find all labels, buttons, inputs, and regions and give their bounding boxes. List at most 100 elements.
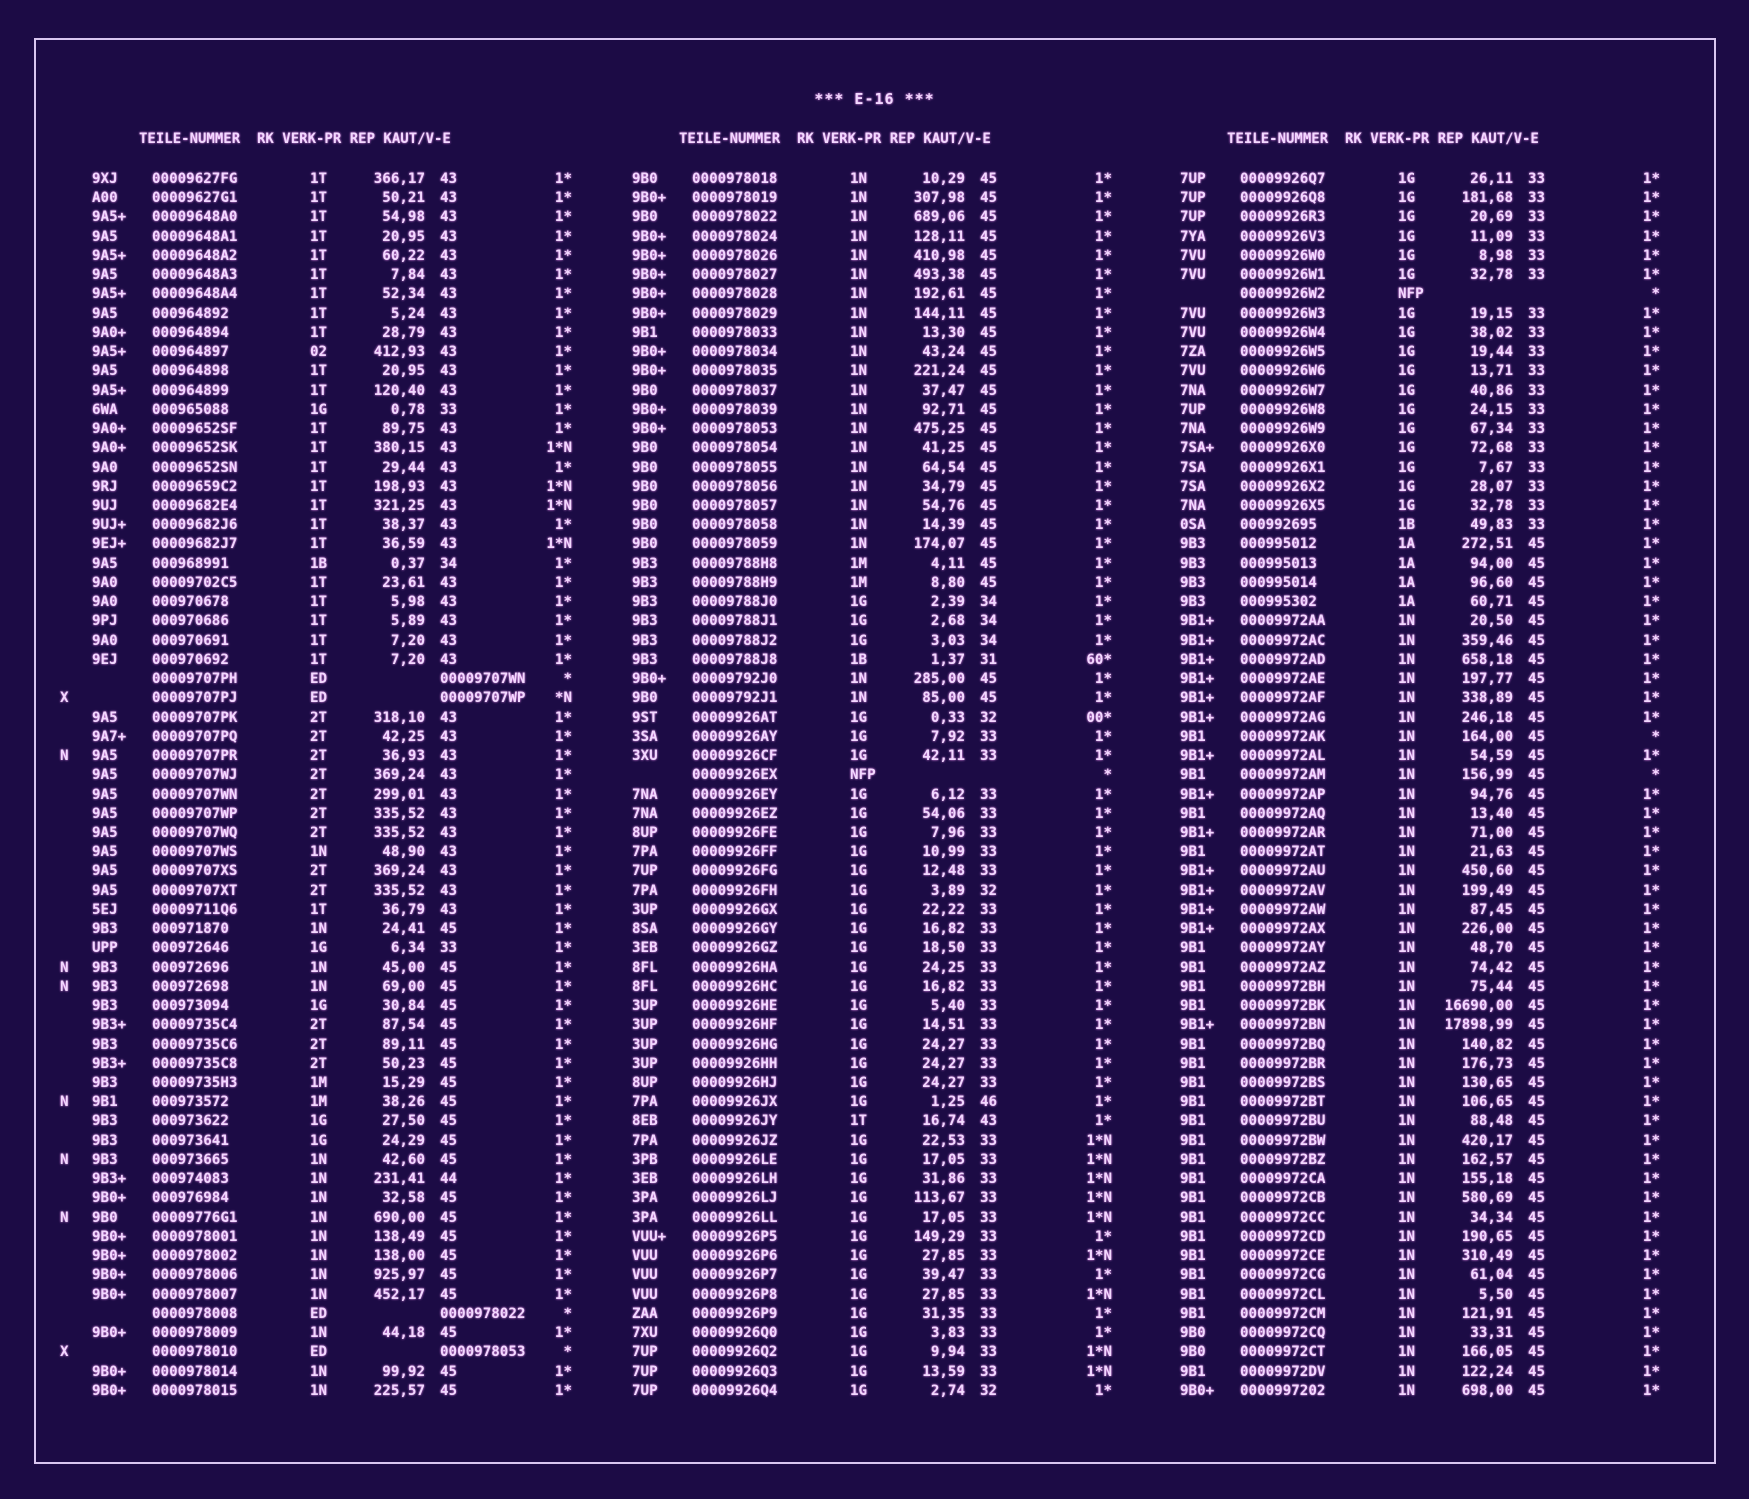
part-number: 00009788H9: [692, 574, 778, 591]
price: 420,17: [1461, 1132, 1513, 1149]
price: 410,98: [913, 247, 965, 264]
part-number: 0000978001: [152, 1228, 238, 1245]
price: 162,57: [1461, 1151, 1513, 1168]
rep-code: 45: [1528, 1075, 1546, 1092]
rk-code: NFP: [850, 767, 876, 784]
rk-code: 1N: [850, 459, 868, 476]
price: 321,25: [373, 497, 425, 514]
rk-code: 1N: [850, 690, 868, 707]
rk-code: 1G: [850, 1209, 868, 1226]
group-code: 3SA: [632, 728, 658, 745]
price: 299,01: [373, 786, 425, 803]
part-number: 00009926W5: [1240, 344, 1326, 361]
price: 13,40: [1470, 805, 1513, 822]
rk-code: 1N: [1398, 651, 1416, 668]
rk-code: 1G: [1398, 247, 1416, 264]
group-code: 9B1+: [1180, 882, 1215, 899]
group-code: 9B1: [1180, 844, 1206, 861]
part-number: 00009788J8: [692, 651, 778, 668]
unit-code: 1*: [1642, 171, 1660, 187]
unit-code: 1*: [1094, 882, 1112, 899]
part-number: 00009926Q8: [1240, 190, 1326, 207]
rk-code: 1G: [850, 1151, 868, 1168]
rk-code: 1T: [310, 651, 328, 668]
part-number: 00009926FG: [692, 863, 778, 880]
group-code: 9B0: [92, 1209, 118, 1226]
rk-code: 1N: [1398, 1055, 1416, 1072]
rep-code: 43: [440, 574, 458, 591]
part-number: 000972696: [152, 959, 229, 976]
price: 7,20: [390, 632, 425, 649]
group-code: 7VU: [1180, 267, 1206, 284]
unit-code: 1*: [1642, 228, 1660, 245]
price: 49,83: [1470, 517, 1513, 534]
group-code: 9B1+: [1180, 671, 1215, 688]
unit-code: 1*: [1642, 1305, 1660, 1322]
rk-code: 1T: [310, 901, 328, 918]
part-number: 00009926P9: [692, 1305, 778, 1322]
price: 198,93: [373, 478, 425, 495]
group-code: 9B1+: [1180, 690, 1215, 707]
price: 231,41: [373, 1171, 425, 1188]
rep-code: 33: [980, 1344, 998, 1361]
price: 18,50: [922, 940, 965, 957]
unit-code: 1*: [1094, 478, 1112, 495]
unit-code: 1*: [1642, 497, 1660, 514]
unit-code: 1*: [1642, 959, 1660, 976]
unit-code: 1*: [1642, 267, 1660, 284]
unit-code: 1*N: [1086, 1286, 1112, 1303]
rep-code: 43: [440, 363, 458, 380]
unit-code: *: [1103, 767, 1112, 784]
part-number: 00009926X2: [1240, 478, 1326, 495]
unit-code: 1*N: [1086, 1248, 1112, 1265]
rep-code: 45: [980, 209, 998, 226]
part-number: 00009972CT: [1240, 1344, 1326, 1361]
part-number: 00009711Q6: [152, 901, 238, 918]
rep-code: 45: [980, 459, 998, 476]
rep-code: 34: [440, 555, 458, 572]
unit-code: 1*: [1094, 844, 1112, 861]
group-code: 9B3: [632, 555, 658, 572]
price: 17898,99: [1444, 1017, 1513, 1034]
rk-code: 1G: [310, 1113, 328, 1130]
rk-code: 1G: [850, 901, 868, 918]
group-code: 7PA: [632, 882, 658, 899]
group-code: 9B0: [632, 459, 658, 476]
group-code: 9B0+: [632, 363, 667, 380]
unit-code: 1*: [1642, 1363, 1660, 1380]
group-code: 9B1: [1180, 1171, 1206, 1188]
flag: N: [60, 1209, 69, 1226]
unit-code: 1*: [1642, 690, 1660, 707]
price: 197,77: [1461, 671, 1513, 688]
rep-code: 33: [980, 1190, 998, 1207]
rk-code: 1G: [850, 863, 868, 880]
price: 54,98: [382, 209, 425, 226]
price: 0,78: [390, 401, 425, 418]
group-code: 3EB: [632, 940, 658, 957]
price: 310,49: [1461, 1248, 1513, 1265]
rk-code: 1G: [1398, 171, 1416, 187]
unit-code: 1*: [1642, 651, 1660, 668]
part-number: 00009682E4: [152, 497, 238, 514]
price: 89,75: [382, 421, 425, 438]
rk-code: 1G: [1398, 440, 1416, 457]
rk-code: 1N: [1398, 671, 1416, 688]
rk-code: 1G: [850, 594, 868, 611]
rep-code: 33: [980, 998, 998, 1015]
part-number: 0000978009: [152, 1325, 238, 1342]
flag: N: [60, 959, 69, 976]
rk-code: 1G: [850, 1267, 868, 1284]
part-number: 0000978055: [692, 459, 778, 476]
unit-code: 1*: [554, 1036, 572, 1053]
rep-code: 33: [1528, 459, 1546, 476]
unit-code: 1*: [1642, 844, 1660, 861]
rk-code: 1N: [1398, 1017, 1416, 1034]
part-number: 00009926GZ: [692, 940, 778, 957]
group-code: 9B0+: [632, 286, 667, 303]
part-number: 00009707WQ: [152, 824, 238, 841]
unit-code: 1*: [1094, 1267, 1112, 1284]
rep-code: 33: [1528, 344, 1546, 361]
unit-code: 1*: [1094, 382, 1112, 399]
rk-code: 1T: [310, 209, 328, 226]
rk-code: 1N: [1398, 978, 1416, 995]
